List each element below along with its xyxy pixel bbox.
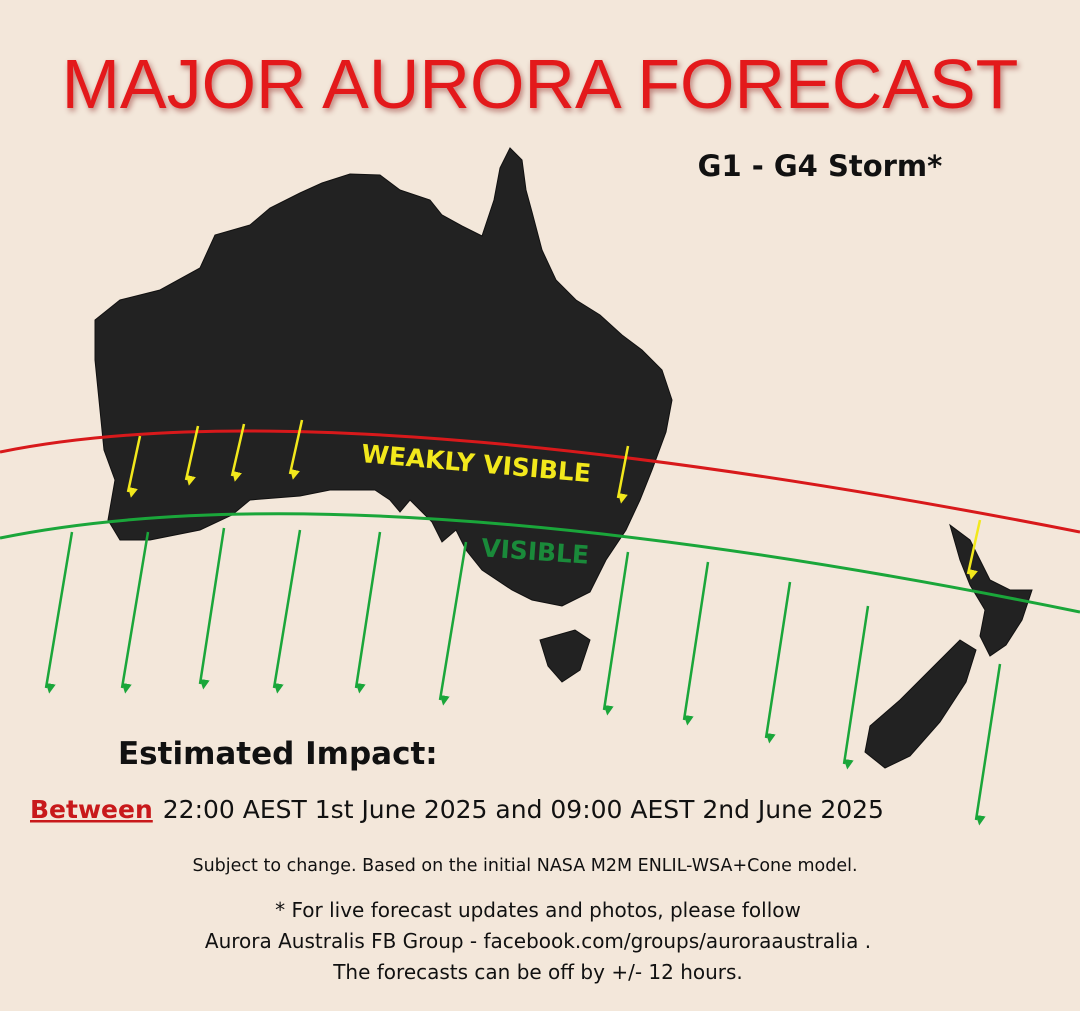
between: Between [30, 795, 153, 824]
tasmania [539, 629, 591, 683]
footnote-line: Aurora Australis FB Group - facebook.com… [205, 929, 871, 953]
visible-boundary [0, 512, 1080, 614]
impact-line: Between 22:00 AEST 1st June 2025 and 09:0… [30, 795, 884, 824]
footnote-line: * For live forecast updates and photos, … [275, 898, 801, 922]
weak-boundary [0, 429, 1080, 534]
title: MAJOR AURORA FORECAST [62, 45, 1019, 123]
visible-arrows [44, 527, 1002, 826]
subtitle: G1 - G4 Storm* [698, 149, 943, 183]
impact-heading: Estimated Impact: [118, 736, 438, 772]
footnote-line: The forecasts can be off by +/- 12 hours… [332, 960, 743, 984]
weak-arrows [126, 419, 982, 580]
australia [94, 147, 673, 607]
nz-south-island [864, 639, 977, 769]
impact-window: 22:00 AEST 1st June 2025 and 09:00 AEST … [163, 795, 884, 824]
disclaimer: Subject to change. Based on the initial … [192, 856, 857, 876]
